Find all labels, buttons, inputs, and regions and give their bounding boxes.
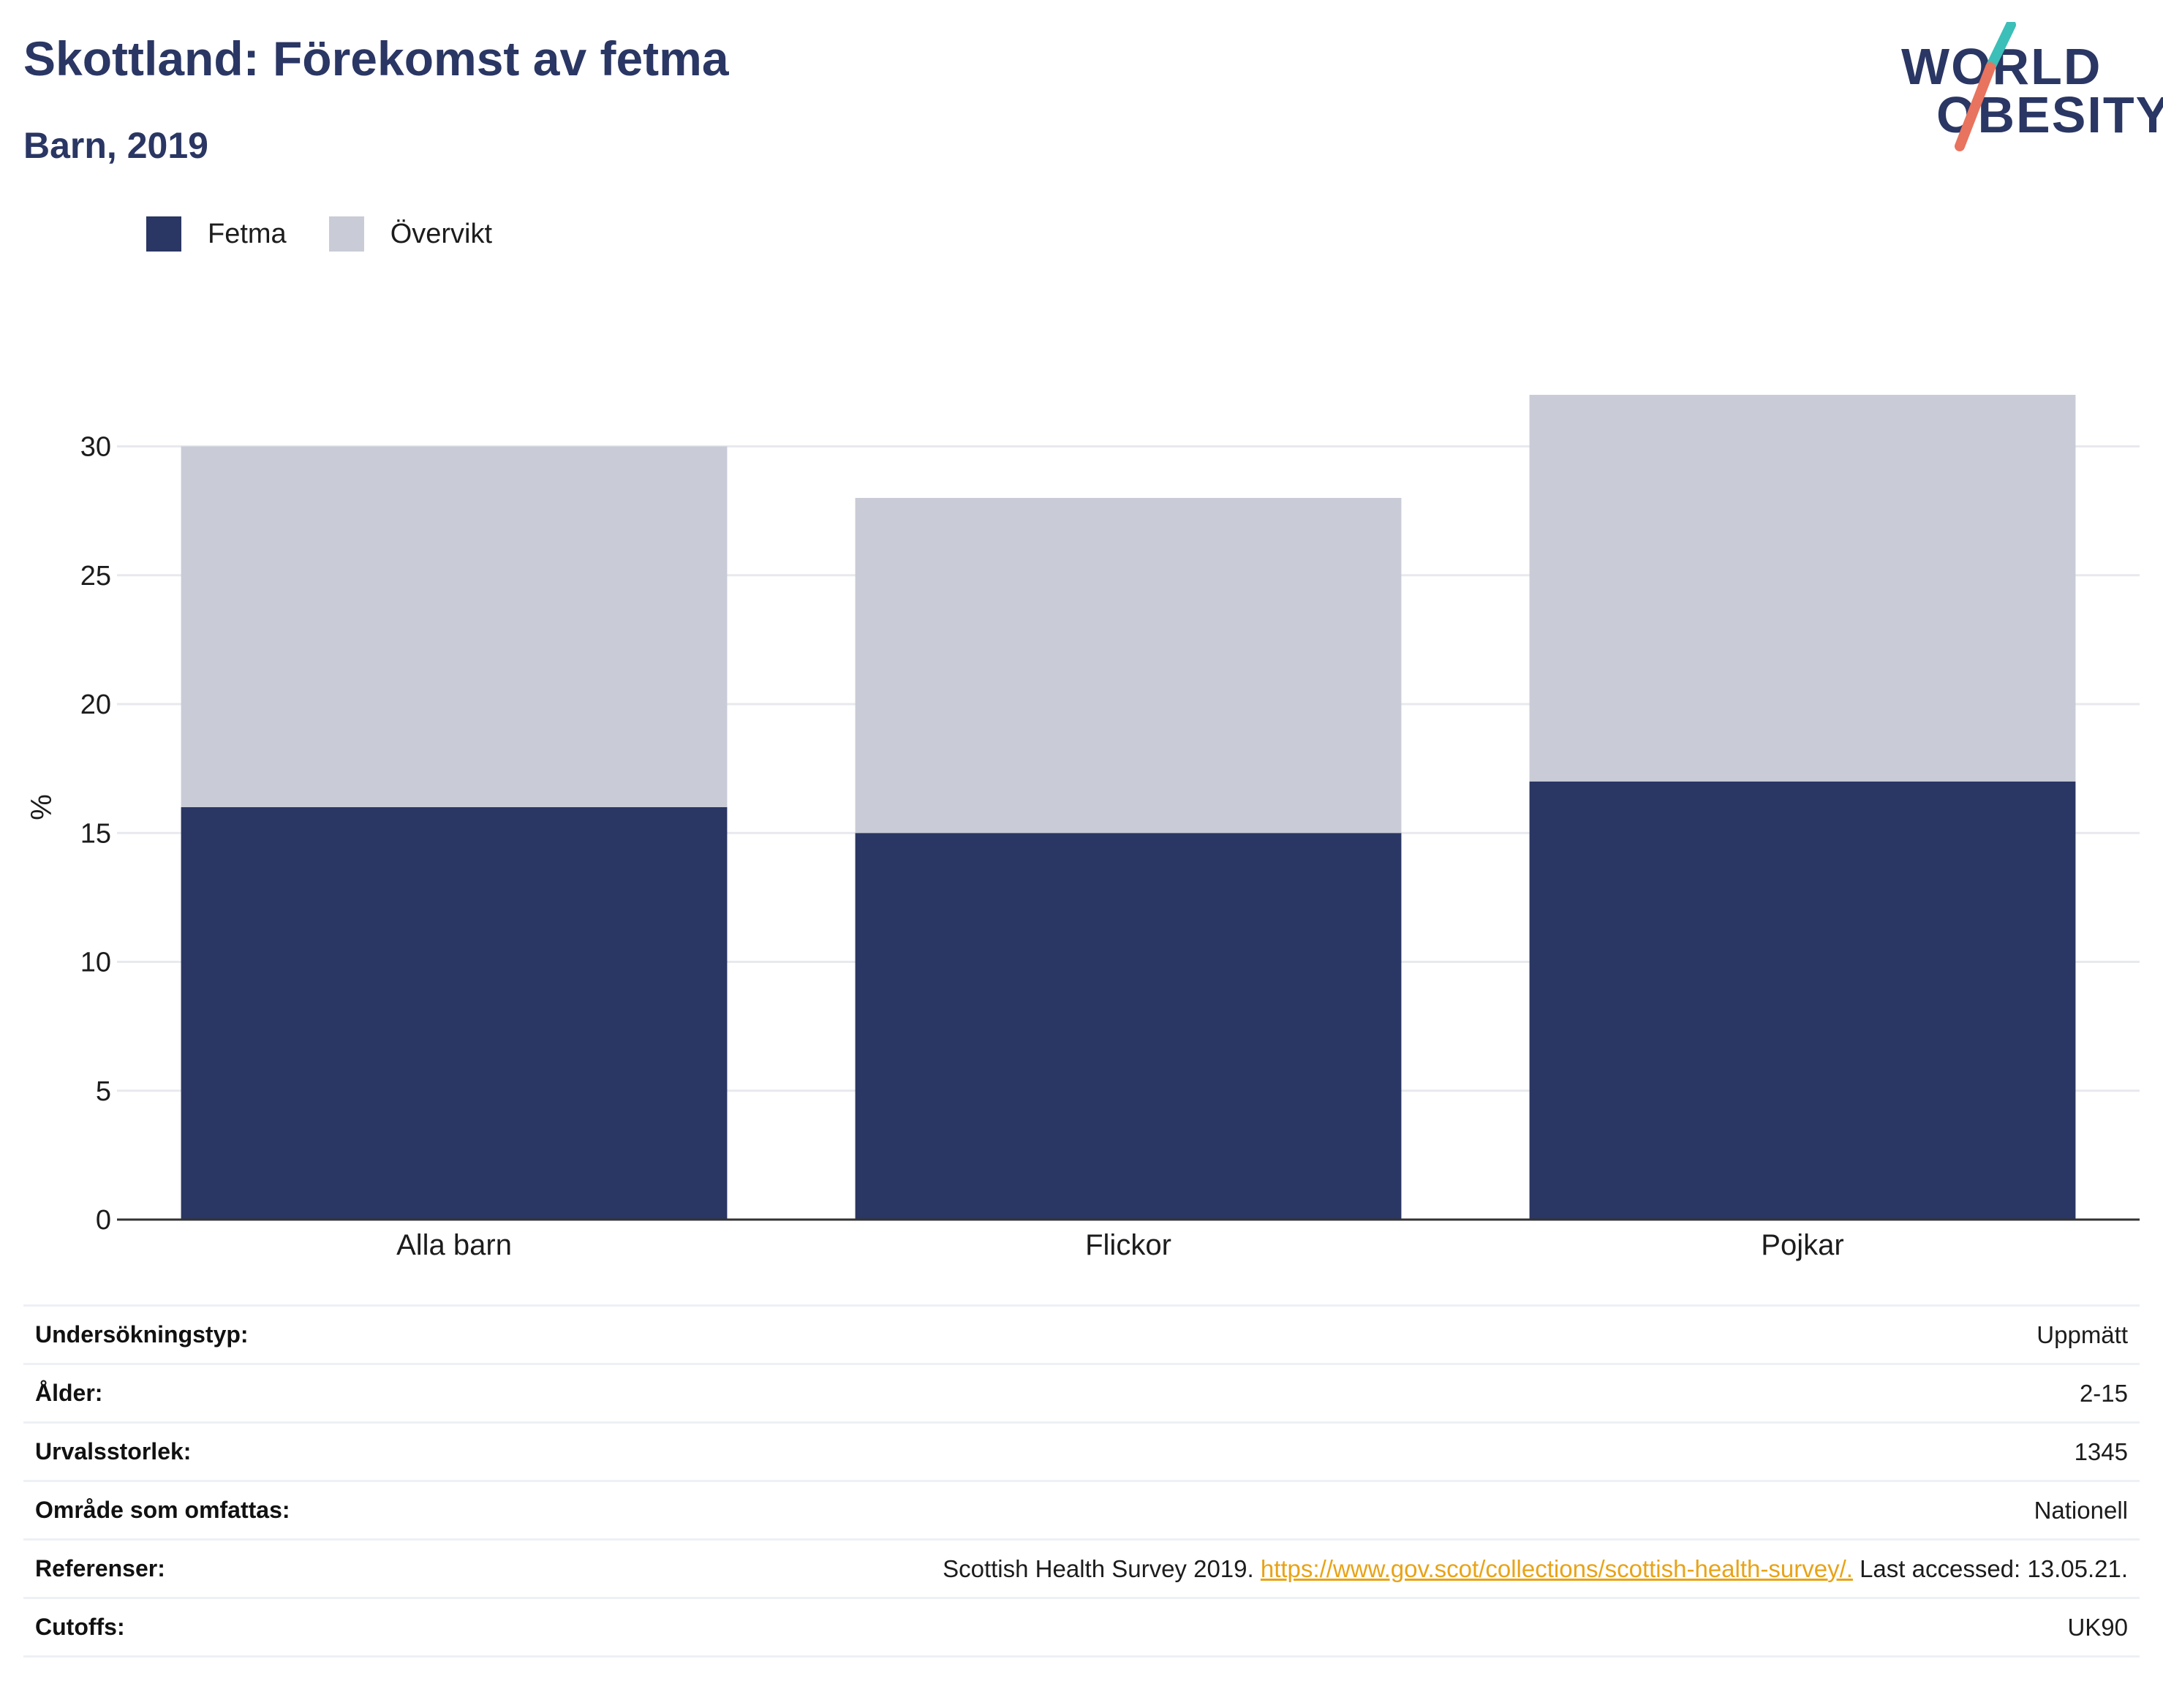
meta-row-cutoffs: Cutoffs: UK90 [23,1598,2140,1657]
y-tick-label: 30 [80,432,111,463]
y-tick-label: 5 [96,1076,111,1107]
bar-overvikt-3 [1529,395,2076,782]
reference-link[interactable]: https://www.gov.scot/collections/scottis… [1260,1554,1853,1582]
meta-value: UK90 [2067,1613,2128,1641]
chart-legend: Fetma Övervikt [146,216,535,252]
survey-metadata-table: Undersökningstyp: Uppmätt Ålder: 2-15 Ur… [23,1304,2140,1658]
bar-fetma-2 [855,833,1402,1220]
y-axis-label: % [26,794,58,820]
logo-slash-icon [1955,22,2016,151]
meta-label: Urvalsstorlek: [35,1438,192,1465]
bar-fetma-1 [181,807,728,1220]
meta-label: Undersökningstyp: [35,1321,249,1348]
meta-value-references: Scottish Health Survey 2019. https://www… [409,1540,2140,1598]
meta-row-survey-type: Undersökningstyp: Uppmätt [23,1305,2140,1364]
y-tick-label: 10 [80,948,111,978]
x-tick-label: Pojkar [1761,1229,1843,1261]
legend-item-fetma[interactable]: Fetma [146,216,287,252]
meta-value: 2-15 [2079,1379,2128,1407]
meta-label: Cutoffs: [35,1614,125,1640]
chart-title: Skottland: Förekomst av fetma [23,31,729,86]
legend-item-overvikt[interactable]: Övervikt [328,216,493,252]
chart-subtitle: Barn, 2019 [23,125,208,166]
bar-fetma-3 [1529,781,2076,1220]
y-tick-label: 15 [80,818,111,849]
stacked-bar-chart: 0 5 10 15 20 25 30% Alla barn Flickor Pojkar [26,395,2140,1261]
meta-row-coverage: Område som omfattas: Nationell [23,1481,2140,1540]
world-obesity-logo: WORLD OBESITY [1901,22,2163,154]
reference-accessed-text: Last accessed: 13.05.21. [1852,1554,2128,1582]
meta-value: Nationell [2034,1496,2128,1524]
meta-row-age: Ålder: 2-15 [23,1364,2140,1423]
meta-row-references: Referenser: Scottish Health Survey 2019.… [23,1539,2140,1598]
meta-value: 1345 [2074,1437,2128,1465]
bar-overvikt-1 [181,446,728,807]
bar-overvikt-2 [855,498,1402,834]
x-tick-label: Alla barn [396,1229,512,1261]
legend-swatch-fetma [146,216,181,252]
legend-swatch-overvikt [328,216,364,252]
legend-label-fetma: Fetma [208,218,287,249]
meta-label: Referenser: [35,1555,165,1582]
meta-label: Ålder: [35,1380,103,1406]
y-tick-label: 0 [96,1205,111,1236]
meta-value: Uppmätt [2036,1320,2128,1348]
x-tick-label: Flickor [1085,1229,1171,1261]
meta-label: Område som omfattas: [35,1497,290,1523]
reference-text: Scottish Health Survey 2019. [943,1554,1261,1582]
y-tick-label: 20 [80,689,111,720]
meta-row-sample-size: Urvalsstorlek: 1345 [23,1422,2140,1481]
y-tick-label: 25 [80,561,111,592]
legend-label-overvikt: Övervikt [390,218,493,249]
